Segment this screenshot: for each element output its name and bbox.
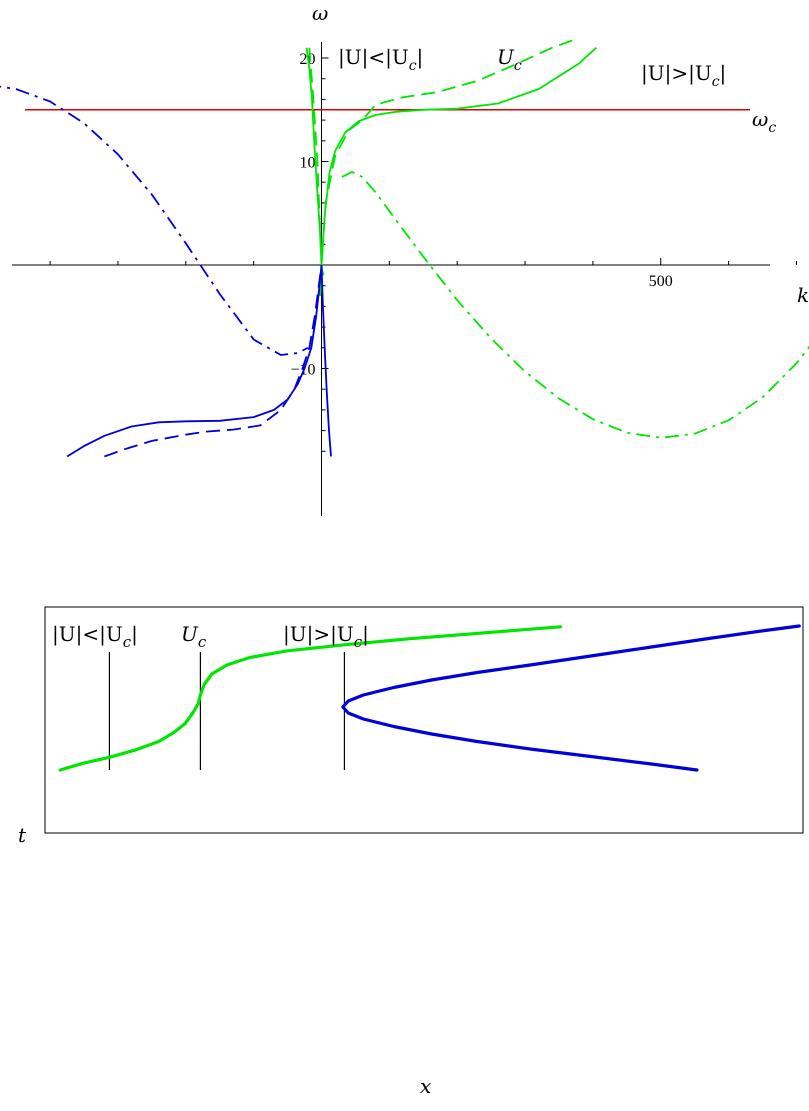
top-ylabel: ω — [312, 1, 328, 25]
hline-label: ωc — [752, 107, 776, 136]
vline-label-uc: Uc — [181, 622, 207, 651]
annot-uc: Uc — [497, 45, 522, 74]
bottom-xlabel: x — [420, 1074, 431, 1098]
top-xlabel: k — [797, 283, 809, 307]
bottom-frame — [44, 606, 804, 834]
bottom-ylabel: t — [18, 823, 27, 847]
series-blue-solid — [66, 264, 323, 458]
bottom-vlines — [108, 652, 346, 770]
annot-less: |U|<|Uc| — [338, 45, 423, 74]
vline-label-less: |U|<|Uc| — [52, 622, 138, 651]
series-blue-dashed — [104, 264, 323, 458]
top-x-tick-label: 500 — [649, 273, 673, 290]
series-green-solid — [319, 47, 597, 297]
series-blue-solid-steep — [320, 264, 332, 457]
annot-greater: |U|>|Uc| — [641, 61, 726, 90]
series-green-dashdot — [341, 171, 809, 439]
top-y-tick-label: 10 — [300, 155, 316, 172]
xt-curve-blue — [341, 624, 801, 772]
xt-plot: t x |U|<|Uc| Uc |U|>|Uc| — [18, 606, 804, 1098]
top-series — [0, 40, 809, 458]
vline-label-greater: |U|>|Uc| — [283, 622, 369, 651]
series-blue-dashdot — [0, 85, 309, 356]
series-green-dashed — [308, 40, 573, 266]
bottom-series — [58, 624, 801, 772]
xt-curve-green — [58, 625, 562, 772]
